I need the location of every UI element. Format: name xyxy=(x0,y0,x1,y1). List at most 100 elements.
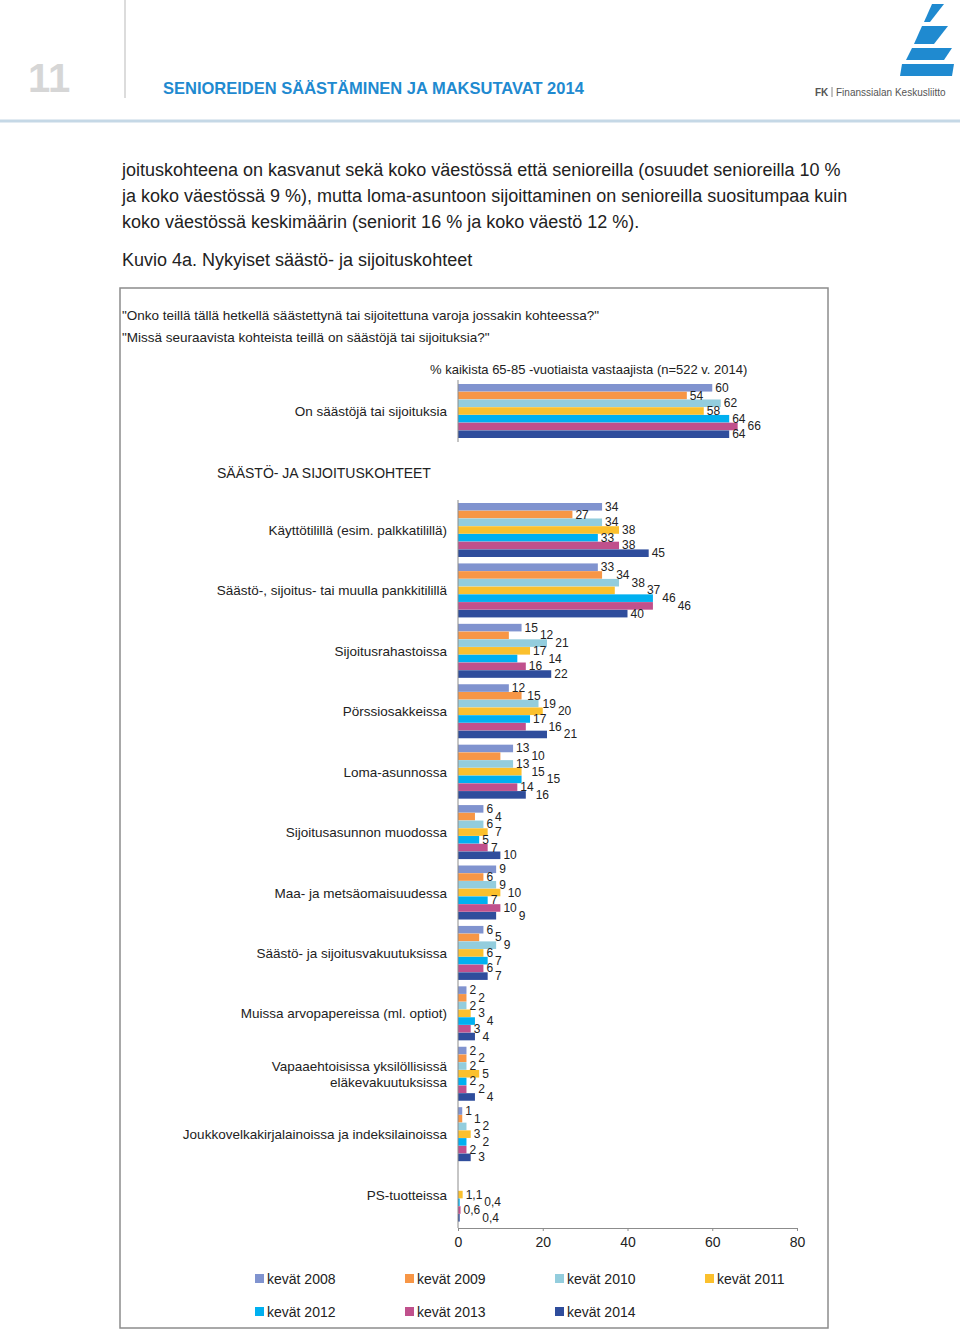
category-label: Käyttötilillä (esim. palkkatilillä) xyxy=(268,523,447,538)
category-label-line: Sijoitusasunnon muodossa xyxy=(286,825,448,840)
logo-shape xyxy=(924,4,944,22)
bar xyxy=(458,731,547,739)
data-label: 7 xyxy=(495,969,502,983)
legend-label: kevät 2013 xyxy=(417,1304,486,1320)
data-label: 9 xyxy=(504,938,511,952)
bar xyxy=(458,896,488,904)
bar xyxy=(458,430,729,438)
data-label: 7 xyxy=(491,841,498,855)
category-label-line: Säästö-, sijoitus- tai muulla pankkitili… xyxy=(217,583,448,598)
data-labels: 6054625864666434273438333845333438374646… xyxy=(464,381,762,1225)
bar xyxy=(458,624,522,632)
data-label: 2 xyxy=(478,1082,485,1096)
logo-shape xyxy=(914,26,948,44)
legend-swatch xyxy=(705,1274,714,1283)
bar xyxy=(458,1107,462,1115)
bar xyxy=(458,965,483,973)
bar xyxy=(458,776,522,784)
data-label: 4 xyxy=(487,1090,494,1104)
data-label: 2 xyxy=(469,983,476,997)
bar xyxy=(458,549,649,557)
bar xyxy=(458,384,712,392)
category-label-line: Sijoitusrahastoissa xyxy=(334,644,447,659)
bar xyxy=(458,752,500,760)
data-label: 17 xyxy=(533,644,547,658)
data-label: 60 xyxy=(715,381,729,395)
x-tick: 0 xyxy=(455,1228,463,1250)
bar xyxy=(458,986,466,994)
data-label: 5 xyxy=(482,833,489,847)
bar xyxy=(458,663,526,671)
data-label: 16 xyxy=(548,720,562,734)
data-label: 45 xyxy=(652,546,666,560)
page: 11SENIOREIDEN SÄÄSTÄMINEN JA MAKSUTAVAT … xyxy=(0,0,960,1331)
x-tick-label: 0 xyxy=(455,1234,463,1250)
category-label-line: Loma-asunnossa xyxy=(343,765,447,780)
category-label: PS-tuotteissa xyxy=(367,1188,448,1203)
logo-shape xyxy=(906,48,952,60)
data-label: 27 xyxy=(575,508,589,522)
bar xyxy=(458,407,704,415)
data-label: 6 xyxy=(486,870,493,884)
paragraph-line: koko väestössä keskimäärin (seniorit 16 … xyxy=(122,212,639,232)
data-label: 14 xyxy=(520,780,534,794)
data-label: 13 xyxy=(516,757,530,771)
bar xyxy=(458,1138,466,1146)
bar xyxy=(458,610,628,618)
legend-swatch xyxy=(555,1274,564,1283)
data-label: 9 xyxy=(499,862,506,876)
x-tick-mark xyxy=(712,1228,713,1231)
data-label: 1 xyxy=(465,1104,472,1118)
x-tick-label: 40 xyxy=(620,1234,636,1250)
data-label: 34 xyxy=(616,568,630,582)
data-label: 20 xyxy=(558,704,572,718)
category-label-line: Vapaaehtoisissa yksilöllisissä xyxy=(272,1059,448,1074)
logo-short: FK xyxy=(815,87,829,98)
data-label: 2 xyxy=(483,1119,490,1133)
data-label: 66 xyxy=(748,419,762,433)
data-label: 15 xyxy=(527,689,541,703)
bar xyxy=(458,715,530,723)
data-label: 4 xyxy=(487,1014,494,1028)
paragraph-line: ja koko väestössä 9 %), mutta loma-asunt… xyxy=(121,186,847,206)
x-tick-label: 20 xyxy=(535,1234,551,1250)
category-label: Säästö- ja sijoitusvakuutuksissa xyxy=(256,946,447,961)
category-label: Sijoitusasunnon muodossa xyxy=(286,825,448,840)
data-label: 10 xyxy=(531,749,545,763)
x-axis: 020406080 xyxy=(455,1228,806,1250)
bar xyxy=(458,1146,466,1154)
legend: kevät 2008kevät 2009kevät 2010kevät 2011… xyxy=(255,1271,785,1320)
data-label: 15 xyxy=(525,621,539,635)
bar xyxy=(458,836,479,844)
category-label-line: Säästö- ja sijoitusvakuutuksissa xyxy=(256,946,447,961)
bar xyxy=(458,415,729,423)
bar xyxy=(458,579,619,587)
legend-swatch xyxy=(255,1274,264,1283)
chart-subtitle: "Missä seuraavista kohteista teillä on s… xyxy=(122,330,490,345)
data-label: 2 xyxy=(469,1074,476,1088)
category-label-line: PS-tuotteissa xyxy=(367,1188,448,1203)
header-title: SENIOREIDEN SÄÄSTÄMINEN JA MAKSUTAVAT 20… xyxy=(163,79,585,97)
x-axis-line xyxy=(459,1229,798,1232)
legend-label: kevät 2009 xyxy=(417,1271,486,1287)
data-label: 22 xyxy=(554,667,568,681)
data-label: 17 xyxy=(533,712,547,726)
x-tick-mark xyxy=(797,1228,798,1231)
legend-label: kevät 2008 xyxy=(267,1271,336,1287)
bar xyxy=(458,594,653,602)
data-label: 7 xyxy=(495,825,502,839)
bar xyxy=(458,873,483,881)
x-tick-mark xyxy=(458,1228,459,1231)
data-label: 2 xyxy=(478,991,485,1005)
bar xyxy=(458,542,619,550)
data-label: 5 xyxy=(495,930,502,944)
data-label: 5 xyxy=(482,1067,489,1081)
data-label: 21 xyxy=(555,636,569,650)
legend-swatch xyxy=(555,1307,564,1316)
x-axis-title: % kaikista 65-85 -vuotiaista vastaajista… xyxy=(430,362,747,377)
data-label: 7 xyxy=(491,893,498,907)
paragraph-line: joituskohteena on kasvanut sekä koko väe… xyxy=(121,160,840,180)
x-tick: 20 xyxy=(535,1228,551,1250)
data-label: 12 xyxy=(540,628,554,642)
y-axis-line xyxy=(458,500,459,1228)
